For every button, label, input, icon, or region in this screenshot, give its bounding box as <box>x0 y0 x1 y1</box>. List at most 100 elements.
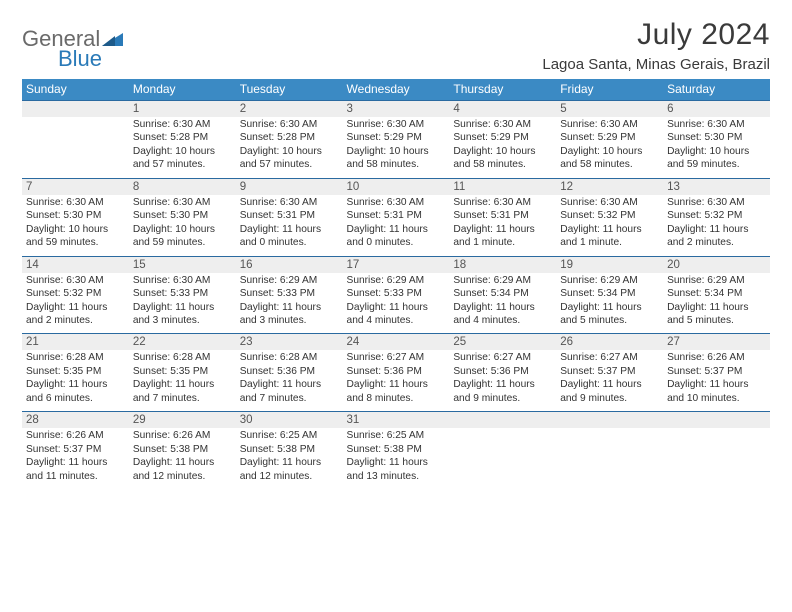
sunrise-text: Sunrise: 6:30 AM <box>453 118 552 131</box>
daylight-text-2: and 0 minutes. <box>240 236 339 249</box>
date-row: 28293031 <box>22 412 770 429</box>
detail-cell: Sunrise: 6:30 AMSunset: 5:30 PMDaylight:… <box>22 195 129 256</box>
date-cell: 29 <box>129 412 236 429</box>
sunrise-text: Sunrise: 6:30 AM <box>26 196 125 209</box>
date-row: 21222324252627 <box>22 334 770 351</box>
date-cell: 6 <box>663 101 770 118</box>
daylight-text-1: Daylight: 11 hours <box>347 378 446 391</box>
date-cell: 20 <box>663 256 770 273</box>
day-header-cell: Sunday <box>22 79 129 101</box>
date-cell: 13 <box>663 178 770 195</box>
sunrise-text: Sunrise: 6:26 AM <box>667 351 766 364</box>
sunset-text: Sunset: 5:34 PM <box>667 287 766 300</box>
sunrise-text: Sunrise: 6:30 AM <box>133 274 232 287</box>
daylight-text-2: and 12 minutes. <box>133 470 232 483</box>
daylight-text-1: Daylight: 11 hours <box>667 223 766 236</box>
daylight-text-1: Daylight: 11 hours <box>560 301 659 314</box>
sunrise-text: Sunrise: 6:29 AM <box>240 274 339 287</box>
sunset-text: Sunset: 5:34 PM <box>560 287 659 300</box>
date-cell <box>449 412 556 429</box>
sunrise-text: Sunrise: 6:27 AM <box>453 351 552 364</box>
detail-cell: Sunrise: 6:25 AMSunset: 5:38 PMDaylight:… <box>236 428 343 489</box>
daylight-text-2: and 2 minutes. <box>667 236 766 249</box>
sunrise-text: Sunrise: 6:25 AM <box>347 429 446 442</box>
sunset-text: Sunset: 5:38 PM <box>347 443 446 456</box>
sunrise-text: Sunrise: 6:29 AM <box>347 274 446 287</box>
date-cell: 30 <box>236 412 343 429</box>
daylight-text-1: Daylight: 10 hours <box>240 145 339 158</box>
daylight-text-2: and 58 minutes. <box>347 158 446 171</box>
date-cell: 10 <box>343 178 450 195</box>
sunrise-text: Sunrise: 6:30 AM <box>133 118 232 131</box>
detail-cell: Sunrise: 6:30 AMSunset: 5:31 PMDaylight:… <box>343 195 450 256</box>
date-cell: 15 <box>129 256 236 273</box>
daylight-text-1: Daylight: 11 hours <box>667 301 766 314</box>
sunrise-text: Sunrise: 6:27 AM <box>560 351 659 364</box>
daylight-text-2: and 7 minutes. <box>240 392 339 405</box>
daylight-text-1: Daylight: 11 hours <box>347 456 446 469</box>
sunrise-text: Sunrise: 6:30 AM <box>560 118 659 131</box>
date-cell: 7 <box>22 178 129 195</box>
detail-cell: Sunrise: 6:28 AMSunset: 5:35 PMDaylight:… <box>22 350 129 411</box>
sunset-text: Sunset: 5:29 PM <box>453 131 552 144</box>
daylight-text-1: Daylight: 11 hours <box>560 223 659 236</box>
date-cell <box>663 412 770 429</box>
daylight-text-1: Daylight: 11 hours <box>667 378 766 391</box>
daylight-text-1: Daylight: 11 hours <box>453 301 552 314</box>
date-row: 14151617181920 <box>22 256 770 273</box>
daylight-text-2: and 4 minutes. <box>453 314 552 327</box>
date-cell: 31 <box>343 412 450 429</box>
daylight-text-1: Daylight: 11 hours <box>240 456 339 469</box>
daylight-text-1: Daylight: 11 hours <box>133 301 232 314</box>
detail-cell: Sunrise: 6:28 AMSunset: 5:35 PMDaylight:… <box>129 350 236 411</box>
daylight-text-1: Daylight: 10 hours <box>133 223 232 236</box>
daylight-text-1: Daylight: 11 hours <box>26 378 125 391</box>
date-cell: 16 <box>236 256 343 273</box>
daylight-text-2: and 13 minutes. <box>347 470 446 483</box>
detail-cell: Sunrise: 6:30 AMSunset: 5:29 PMDaylight:… <box>556 117 663 178</box>
daylight-text-1: Daylight: 11 hours <box>240 223 339 236</box>
daylight-text-1: Daylight: 10 hours <box>560 145 659 158</box>
date-cell: 14 <box>22 256 129 273</box>
date-cell: 12 <box>556 178 663 195</box>
detail-row: Sunrise: 6:30 AMSunset: 5:32 PMDaylight:… <box>22 273 770 334</box>
date-cell: 18 <box>449 256 556 273</box>
detail-cell: Sunrise: 6:30 AMSunset: 5:28 PMDaylight:… <box>236 117 343 178</box>
sunset-text: Sunset: 5:38 PM <box>240 443 339 456</box>
daylight-text-1: Daylight: 11 hours <box>560 378 659 391</box>
detail-cell: Sunrise: 6:25 AMSunset: 5:38 PMDaylight:… <box>343 428 450 489</box>
date-cell: 17 <box>343 256 450 273</box>
date-cell <box>556 412 663 429</box>
location-text: Lagoa Santa, Minas Gerais, Brazil <box>542 56 770 73</box>
sunrise-text: Sunrise: 6:30 AM <box>347 196 446 209</box>
daylight-text-2: and 58 minutes. <box>453 158 552 171</box>
header: GeneralBlue July 2024 Lagoa Santa, Minas… <box>22 18 770 73</box>
detail-cell: Sunrise: 6:27 AMSunset: 5:36 PMDaylight:… <box>449 350 556 411</box>
detail-cell: Sunrise: 6:30 AMSunset: 5:32 PMDaylight:… <box>22 273 129 334</box>
detail-cell: Sunrise: 6:29 AMSunset: 5:33 PMDaylight:… <box>343 273 450 334</box>
sunset-text: Sunset: 5:33 PM <box>133 287 232 300</box>
detail-cell <box>663 428 770 489</box>
sunrise-text: Sunrise: 6:30 AM <box>347 118 446 131</box>
detail-cell: Sunrise: 6:30 AMSunset: 5:29 PMDaylight:… <box>343 117 450 178</box>
sunset-text: Sunset: 5:29 PM <box>347 131 446 144</box>
daylight-text-2: and 57 minutes. <box>240 158 339 171</box>
sunset-text: Sunset: 5:30 PM <box>133 209 232 222</box>
day-header-cell: Tuesday <box>236 79 343 101</box>
daylight-text-1: Daylight: 11 hours <box>133 378 232 391</box>
daylight-text-1: Daylight: 11 hours <box>133 456 232 469</box>
sunrise-text: Sunrise: 6:29 AM <box>453 274 552 287</box>
day-header-cell: Thursday <box>449 79 556 101</box>
detail-cell: Sunrise: 6:29 AMSunset: 5:34 PMDaylight:… <box>663 273 770 334</box>
sunset-text: Sunset: 5:30 PM <box>667 131 766 144</box>
date-cell: 11 <box>449 178 556 195</box>
sunrise-text: Sunrise: 6:29 AM <box>667 274 766 287</box>
sunset-text: Sunset: 5:36 PM <box>347 365 446 378</box>
daylight-text-2: and 7 minutes. <box>133 392 232 405</box>
sunset-text: Sunset: 5:36 PM <box>453 365 552 378</box>
detail-cell: Sunrise: 6:27 AMSunset: 5:36 PMDaylight:… <box>343 350 450 411</box>
sunset-text: Sunset: 5:29 PM <box>560 131 659 144</box>
sunset-text: Sunset: 5:34 PM <box>453 287 552 300</box>
title-block: July 2024 Lagoa Santa, Minas Gerais, Bra… <box>542 18 770 73</box>
detail-cell: Sunrise: 6:26 AMSunset: 5:38 PMDaylight:… <box>129 428 236 489</box>
